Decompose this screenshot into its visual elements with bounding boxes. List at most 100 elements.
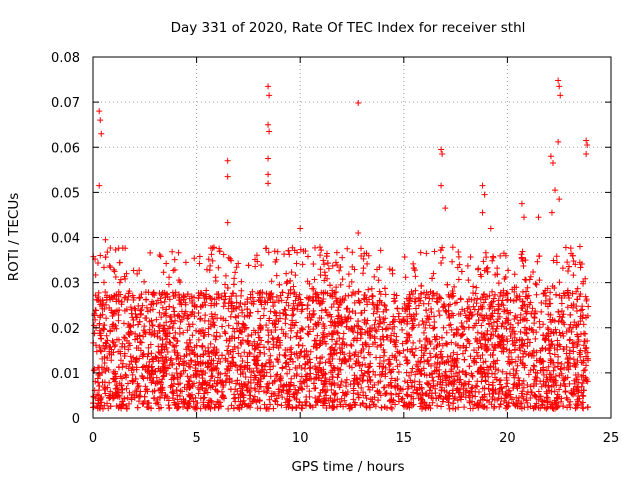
data-point xyxy=(532,335,539,342)
data-point xyxy=(224,284,231,291)
data-point xyxy=(304,383,311,390)
data-point xyxy=(184,315,191,322)
data-point xyxy=(116,259,123,266)
data-point xyxy=(518,200,525,207)
data-point xyxy=(332,390,339,397)
data-point xyxy=(474,329,481,336)
data-point xyxy=(342,292,349,299)
data-point xyxy=(483,254,490,261)
data-point xyxy=(333,249,340,256)
data-point xyxy=(338,378,345,385)
data-point xyxy=(420,329,427,336)
data-point xyxy=(475,344,482,351)
data-point xyxy=(320,257,327,264)
data-point xyxy=(382,291,389,298)
data-point xyxy=(580,330,587,337)
data-point xyxy=(202,312,209,319)
data-point xyxy=(503,346,510,353)
data-point xyxy=(386,266,393,273)
data-point xyxy=(299,261,306,268)
data-point xyxy=(220,303,227,310)
data-point xyxy=(531,363,538,370)
data-point xyxy=(454,364,461,371)
data-point xyxy=(228,308,235,315)
data-point xyxy=(98,130,105,137)
data-point xyxy=(365,286,372,293)
data-point xyxy=(556,196,563,203)
data-point xyxy=(479,182,486,189)
data-point xyxy=(316,244,323,251)
data-point xyxy=(451,381,458,388)
data-point xyxy=(555,318,562,325)
y-tick-label: 0.02 xyxy=(51,322,80,337)
data-point xyxy=(389,405,396,412)
data-point xyxy=(102,236,109,243)
data-point xyxy=(410,260,417,267)
data-point xyxy=(583,151,590,158)
data-point xyxy=(497,252,504,259)
data-point xyxy=(336,267,343,274)
data-point xyxy=(394,305,401,312)
data-point xyxy=(302,399,309,406)
data-point xyxy=(266,128,273,135)
data-point xyxy=(100,264,107,271)
data-point xyxy=(535,214,542,221)
data-point xyxy=(282,320,289,327)
data-point xyxy=(523,391,530,398)
data-point xyxy=(504,380,511,387)
data-point xyxy=(584,312,591,319)
data-point xyxy=(180,367,187,374)
data-point xyxy=(293,396,300,403)
data-point xyxy=(325,265,332,272)
data-point xyxy=(466,363,473,370)
data-point xyxy=(348,278,355,285)
data-point xyxy=(377,247,384,254)
data-point xyxy=(269,335,276,342)
data-point xyxy=(191,313,198,320)
data-point xyxy=(401,253,408,260)
data-point xyxy=(270,363,277,370)
data-point xyxy=(138,306,145,313)
data-point xyxy=(316,393,323,400)
data-point xyxy=(417,249,424,256)
data-point xyxy=(294,306,301,313)
data-point xyxy=(492,291,499,298)
data-point xyxy=(264,339,271,346)
data-point xyxy=(124,380,131,387)
data-point xyxy=(382,390,389,397)
data-point xyxy=(267,373,274,380)
data-point xyxy=(93,307,100,314)
data-point xyxy=(455,276,462,283)
data-point xyxy=(310,260,317,267)
data-point xyxy=(169,248,176,255)
data-point xyxy=(217,333,224,340)
data-point xyxy=(465,277,472,284)
data-point xyxy=(440,324,447,331)
data-point xyxy=(91,366,98,373)
x-tick-label: 20 xyxy=(499,431,516,446)
data-point xyxy=(208,373,215,380)
data-point xyxy=(267,401,274,408)
data-point xyxy=(576,243,583,250)
data-point xyxy=(312,385,319,392)
data-point xyxy=(495,280,502,287)
data-point xyxy=(562,244,569,251)
data-point xyxy=(130,267,137,274)
data-point xyxy=(111,343,118,350)
data-point xyxy=(348,342,355,349)
data-point xyxy=(233,362,240,369)
data-point xyxy=(156,252,163,259)
data-point xyxy=(219,352,226,359)
data-point xyxy=(100,405,107,412)
data-point xyxy=(169,389,176,396)
data-point xyxy=(455,404,462,411)
data-point xyxy=(139,373,146,380)
data-point xyxy=(567,336,574,343)
data-point xyxy=(174,392,181,399)
data-point xyxy=(486,305,493,312)
data-point xyxy=(332,340,339,347)
data-point xyxy=(129,378,136,385)
data-point xyxy=(556,329,563,336)
data-point xyxy=(223,337,230,344)
data-point xyxy=(254,308,261,315)
